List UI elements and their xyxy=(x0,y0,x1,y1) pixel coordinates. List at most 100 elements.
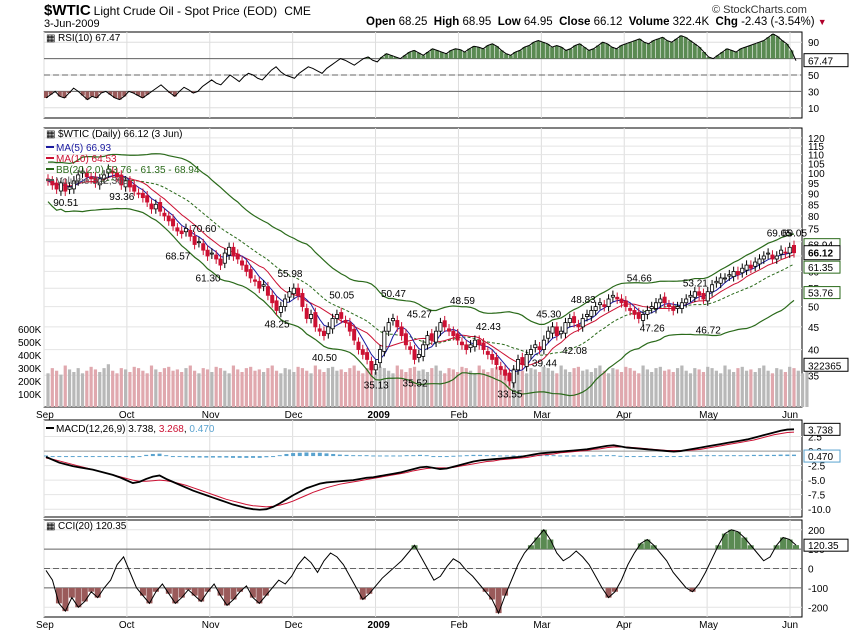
macd-histogram-bar xyxy=(157,453,162,457)
volume-bar xyxy=(72,372,76,407)
macd-histogram-bar xyxy=(458,455,463,457)
candle-body xyxy=(403,333,408,346)
candle-body xyxy=(485,351,490,355)
price-annotation: 69.05 xyxy=(767,228,792,239)
volume-bar xyxy=(749,369,753,407)
volume-bar xyxy=(93,369,98,407)
bb-upper-line xyxy=(47,153,795,325)
price-label-box xyxy=(803,286,841,300)
candle-body xyxy=(244,264,249,272)
volume-bar xyxy=(546,368,550,407)
volume-bar xyxy=(727,369,731,407)
volume-bar xyxy=(244,368,248,407)
volume-bar xyxy=(188,365,192,407)
volume-bar xyxy=(801,373,805,407)
volume-bar xyxy=(447,368,451,407)
volume-bar xyxy=(408,368,412,407)
macd-histogram-bar xyxy=(584,455,589,457)
price-tick: 95 xyxy=(808,179,820,190)
candle-body xyxy=(503,369,508,376)
volume-bar xyxy=(529,368,533,407)
macd-histogram-bar xyxy=(651,456,656,458)
candle-body xyxy=(425,335,430,346)
open-value: 68.25 xyxy=(398,16,428,28)
candle-body xyxy=(80,170,85,174)
candle-body xyxy=(188,229,193,237)
volume-bar xyxy=(516,365,520,407)
volume-current-box xyxy=(803,357,849,372)
x-axis-label: Nov xyxy=(202,410,220,421)
macd-histogram-bar xyxy=(271,456,276,458)
candle-body xyxy=(451,330,456,337)
macd-histogram-bar xyxy=(210,456,215,458)
volume-bar xyxy=(481,369,486,407)
x-axis-label-bottom: Jun xyxy=(782,620,798,631)
volume-bar xyxy=(197,373,201,407)
volume-bar xyxy=(305,370,309,407)
volume-bar xyxy=(214,366,218,407)
candle-body xyxy=(222,252,227,264)
candle-body xyxy=(464,344,469,350)
macd-histogram-bar xyxy=(431,456,436,458)
volume-bar xyxy=(490,368,494,407)
volume-bar xyxy=(658,366,662,407)
macd-histogram-bar xyxy=(438,456,443,458)
volume-bar xyxy=(236,369,240,407)
price-annotation: 42.43 xyxy=(476,322,501,333)
macd-histogram-bar xyxy=(331,453,336,457)
macd-histogram-bar xyxy=(464,455,469,457)
x-axis-label-bottom: Sep xyxy=(36,620,54,631)
volume-bar xyxy=(175,369,179,407)
macd-histogram-bar xyxy=(364,455,369,457)
candle-body xyxy=(567,318,572,324)
symbol-title: $WTIC Light Crude Oil - Spot Price (EOD) … xyxy=(44,2,311,19)
volume-bar xyxy=(80,373,85,407)
macd-histogram-bar xyxy=(658,456,663,458)
price-current-box xyxy=(803,245,841,261)
candle-body xyxy=(679,302,684,309)
volume-bar xyxy=(50,368,54,407)
volume-bar xyxy=(425,372,430,407)
macd-histogram-bar xyxy=(90,456,95,458)
macd-histogram-bar xyxy=(691,455,696,457)
candle-body xyxy=(330,318,335,330)
macd-histogram-bar xyxy=(705,455,710,457)
macd-histogram-bar xyxy=(504,455,509,457)
volume-bar xyxy=(615,369,619,407)
volume-bar xyxy=(387,370,391,407)
candle-body xyxy=(472,339,477,348)
macd-histogram-bar xyxy=(397,455,402,457)
volume-bar xyxy=(430,368,434,407)
ma5-line xyxy=(47,174,795,373)
candle-body xyxy=(632,310,637,315)
candle-body xyxy=(787,246,792,254)
x-axis-label: Oct xyxy=(119,410,135,421)
volume-bar xyxy=(632,370,637,407)
macd-histogram-bar xyxy=(792,454,796,457)
macd-histogram-bar xyxy=(538,455,543,457)
volume-bar xyxy=(606,373,611,407)
candle-body xyxy=(386,322,391,332)
volume-bar xyxy=(76,368,80,407)
candle-body xyxy=(774,255,779,260)
macd-histogram-bar xyxy=(631,456,636,458)
volume-bar xyxy=(663,370,667,407)
volume-bar xyxy=(149,365,154,407)
candle-body xyxy=(166,215,171,222)
volume-bar xyxy=(365,368,369,407)
macd-title-part: MACD(12,26,9) 3.738, xyxy=(56,424,159,435)
volume-bar xyxy=(499,370,503,407)
candle-body xyxy=(628,308,633,311)
candle-body xyxy=(317,328,322,332)
volume-bar xyxy=(374,372,378,407)
volume-bar xyxy=(753,372,757,407)
legend-entry: BB(20,2.0) 53.76 - 61.35 - 68.94 xyxy=(56,165,200,176)
volume-bar xyxy=(227,373,231,407)
macd-histogram-bar xyxy=(124,456,129,458)
volume-bar xyxy=(322,372,326,407)
candle-body xyxy=(701,293,706,300)
price-tick: 110 xyxy=(808,151,824,162)
volume-bar xyxy=(486,372,490,407)
volume-bar xyxy=(145,373,149,407)
macd-histogram-bar xyxy=(771,454,776,457)
